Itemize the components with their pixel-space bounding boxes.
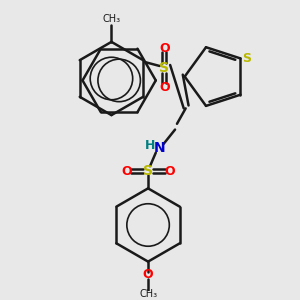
Text: O: O bbox=[122, 164, 132, 178]
Text: CH₃: CH₃ bbox=[102, 14, 121, 24]
Text: O: O bbox=[159, 42, 170, 55]
Text: H: H bbox=[145, 140, 155, 152]
Text: N: N bbox=[154, 141, 166, 155]
Text: S: S bbox=[242, 52, 251, 65]
Text: S: S bbox=[143, 164, 153, 178]
Text: S: S bbox=[159, 61, 170, 75]
Text: O: O bbox=[143, 268, 153, 281]
Text: O: O bbox=[159, 81, 170, 94]
Text: CH₃: CH₃ bbox=[139, 290, 157, 299]
Text: O: O bbox=[164, 164, 175, 178]
